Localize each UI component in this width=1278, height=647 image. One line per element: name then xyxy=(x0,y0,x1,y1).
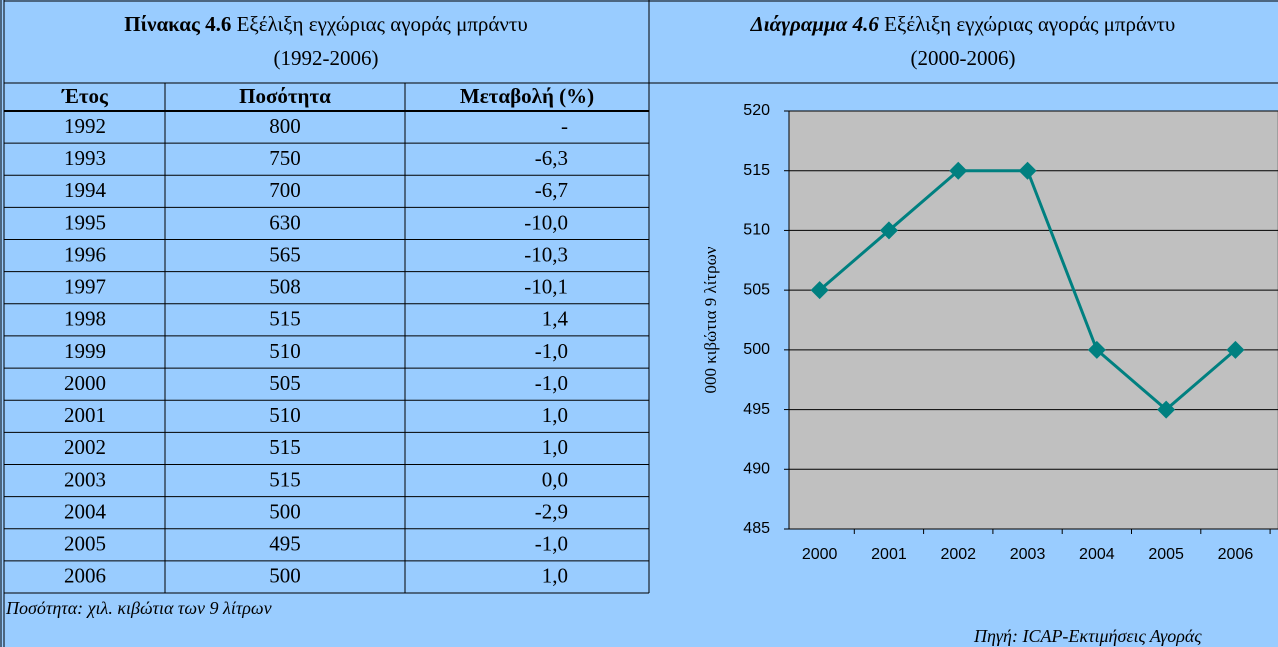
cell: 750 xyxy=(269,146,301,170)
x-tick-label: 2002 xyxy=(940,546,976,563)
cell: -10,3 xyxy=(524,242,568,266)
column-header: Ποσότητα xyxy=(239,84,331,108)
source: Πηγή: ICAP-Εκτιμήσεις Αγοράς xyxy=(973,626,1202,646)
x-tick-label: 2004 xyxy=(1079,546,1115,563)
cell: 508 xyxy=(269,275,301,299)
cell: 500 xyxy=(269,564,301,588)
cell: 510 xyxy=(269,339,301,363)
cell: 1,0 xyxy=(542,435,568,459)
cell: 1,0 xyxy=(542,564,568,588)
cell: 2005 xyxy=(64,532,106,556)
cell: -10,1 xyxy=(524,275,568,299)
plot-area xyxy=(788,110,1278,530)
data-marker xyxy=(949,161,968,180)
cell: 2001 xyxy=(64,403,106,427)
cell: -6,3 xyxy=(535,146,568,170)
cell: 2003 xyxy=(64,467,106,491)
cell: 630 xyxy=(269,210,301,234)
y-axis-label: 000 κιβώτια 9 λίτρων xyxy=(701,246,720,393)
cell: 1997 xyxy=(64,275,106,299)
y-tick-label: 515 xyxy=(743,162,770,179)
x-tick-label: 2003 xyxy=(1010,546,1046,563)
cell: 515 xyxy=(269,435,301,459)
x-tick-label: 2006 xyxy=(1218,546,1254,563)
cell: 515 xyxy=(269,307,301,331)
cell: 2004 xyxy=(64,499,107,523)
cell: 700 xyxy=(269,178,301,202)
data-marker xyxy=(1087,340,1106,359)
cell: 1994 xyxy=(64,178,107,202)
y-tick-label: 495 xyxy=(743,401,770,418)
data-marker xyxy=(1018,161,1037,180)
cell: 2002 xyxy=(64,435,106,459)
cell: 1995 xyxy=(64,210,106,234)
title-text: Εξέλιξη εγχώριας αγοράς μπράντυ xyxy=(884,12,1175,36)
cell: 1999 xyxy=(64,339,106,363)
cell: - xyxy=(561,114,568,138)
cell: 505 xyxy=(269,371,301,395)
cell: 1993 xyxy=(64,146,106,170)
cell: 1,4 xyxy=(542,307,569,331)
y-tick-label: 520 xyxy=(743,102,770,119)
column-header: Μεταβολή (%) xyxy=(460,84,594,108)
chart-title: Διάγραμμα 4.6 Εξέλιξη εγχώριας αγοράς μπ… xyxy=(750,12,1176,36)
table-title: Πίνακας 4.6 Εξέλιξη εγχώριας αγοράς μπρά… xyxy=(124,12,528,36)
cell: 500 xyxy=(269,499,301,523)
cell: 515 xyxy=(269,467,301,491)
y-tick-label: 500 xyxy=(743,341,770,358)
cell: 1998 xyxy=(64,307,106,331)
data-marker xyxy=(1226,340,1245,359)
y-tick-label: 505 xyxy=(743,281,770,298)
y-tick-label: 510 xyxy=(743,222,770,239)
cell: 2000 xyxy=(64,371,106,395)
x-tick-label: 2000 xyxy=(802,546,838,563)
cell: -6,7 xyxy=(535,178,568,202)
cell: -1,0 xyxy=(535,371,568,395)
title-label: Πίνακας 4.6 xyxy=(124,12,231,36)
column-header: Έτος xyxy=(61,84,109,108)
note: Ποσότητα: χιλ. κιβώτια των 9 λίτρων xyxy=(5,598,272,618)
data-marker xyxy=(810,281,829,300)
cell: 1996 xyxy=(64,242,106,266)
cell: 1,0 xyxy=(542,403,568,427)
x-tick-label: 2005 xyxy=(1148,546,1184,563)
cell: 510 xyxy=(269,403,301,427)
cell: -2,9 xyxy=(535,499,568,523)
table-period: (1992-2006) xyxy=(274,46,379,70)
cell: 1992 xyxy=(64,114,106,138)
cell: 0,0 xyxy=(542,467,568,491)
cell: 800 xyxy=(269,114,301,138)
cell: 565 xyxy=(269,242,301,266)
y-tick-label: 490 xyxy=(743,461,770,478)
title-label: Διάγραμμα 4.6 xyxy=(750,12,880,36)
cell: -10,0 xyxy=(524,210,568,234)
cell: -1,0 xyxy=(535,339,568,363)
cell: 495 xyxy=(269,532,301,556)
chart-period: (2000-2006) xyxy=(911,46,1016,70)
data-marker xyxy=(1157,400,1176,419)
data-marker xyxy=(879,221,898,240)
y-tick-label: 485 xyxy=(743,520,770,537)
cell: -1,0 xyxy=(535,532,568,556)
title-text: Εξέλιξη εγχώριας αγοράς μπράντυ xyxy=(237,12,528,36)
x-tick-label: 2001 xyxy=(871,546,907,563)
cell: 2006 xyxy=(64,564,106,588)
